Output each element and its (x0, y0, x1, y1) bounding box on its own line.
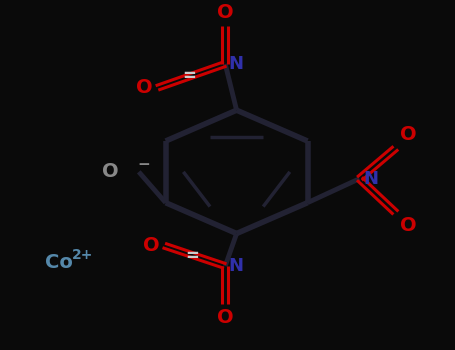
Text: N: N (363, 170, 378, 188)
Text: −: − (138, 157, 151, 172)
Text: =: = (182, 67, 196, 85)
Text: 2+: 2+ (72, 248, 93, 262)
Text: O: O (136, 78, 152, 97)
Text: N: N (229, 55, 244, 73)
Text: O: O (400, 125, 417, 145)
Text: O: O (217, 3, 233, 22)
Text: Co: Co (46, 253, 73, 272)
Text: N: N (229, 257, 244, 275)
Text: O: O (142, 236, 159, 255)
Text: O: O (400, 216, 417, 236)
Text: O: O (217, 308, 233, 327)
Text: O: O (101, 162, 118, 181)
Text: =: = (185, 247, 199, 265)
